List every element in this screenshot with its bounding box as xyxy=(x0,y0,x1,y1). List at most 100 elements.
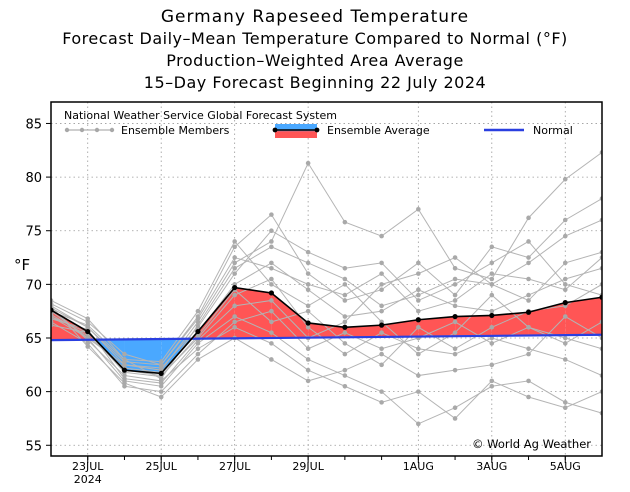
ensemble-member-point xyxy=(526,215,531,221)
ensemble-member-point xyxy=(342,314,348,319)
ensemble-member-point xyxy=(416,351,421,357)
ensemble-member-point xyxy=(342,282,348,287)
ensemble-member-series xyxy=(51,150,602,427)
ensemble-member-point xyxy=(452,416,458,421)
ensemble-average-point xyxy=(562,300,568,306)
ensemble-member-point xyxy=(416,324,421,330)
ensemble-member-point xyxy=(562,282,568,287)
y-tick-label: 85 xyxy=(25,117,42,132)
ensemble-average-line xyxy=(51,286,602,375)
ensemble-member-point xyxy=(85,344,91,349)
ensemble-member-point xyxy=(452,319,458,325)
ensemble-member-point xyxy=(232,314,237,319)
above-normal-fill xyxy=(234,287,272,339)
ensemble-member-point xyxy=(452,282,458,287)
ensemble-member-point xyxy=(379,362,384,368)
ensemble-member-point xyxy=(269,319,274,325)
ensemble-average-point xyxy=(342,324,348,330)
ensemble-member-point xyxy=(452,330,458,335)
ensemble-member-point xyxy=(342,341,348,346)
ensemble-member-point xyxy=(416,206,421,212)
normal-series xyxy=(51,333,602,342)
ensemble-average-point xyxy=(305,320,311,326)
ensemble-member-point xyxy=(269,341,274,346)
ensemble-member-point xyxy=(416,421,421,427)
ensemble-member-point xyxy=(122,380,127,386)
ensemble-member-point xyxy=(342,367,348,373)
ensemble-member-point xyxy=(269,239,274,244)
ensemble-member-point xyxy=(342,298,348,303)
ensemble-member-point xyxy=(526,324,531,330)
ensemble-member-point xyxy=(195,308,201,314)
ensemble-member-point xyxy=(85,341,91,346)
ensemble-member-point xyxy=(342,383,348,389)
ensemble-member-point xyxy=(379,233,384,239)
ensemble-member-point xyxy=(305,357,311,362)
ensemble-average-point xyxy=(232,284,238,291)
ensemble-member-point xyxy=(195,351,201,357)
ensemble-member-point xyxy=(562,217,568,223)
ensemble-average-point xyxy=(415,317,421,323)
ensemble-member-point xyxy=(269,298,274,303)
ensemble-member-point xyxy=(452,367,458,373)
ensemble-member-point xyxy=(489,282,495,287)
ensemble-member-point xyxy=(158,380,164,386)
ensemble-member-point xyxy=(232,271,237,276)
ensemble-member-point xyxy=(489,308,495,314)
ensemble-member-point xyxy=(195,357,201,362)
credit-label: © World Ag Weather xyxy=(472,437,591,451)
ensemble-member-point xyxy=(489,271,495,276)
ensemble-member-point xyxy=(562,405,568,411)
ensemble-average-point xyxy=(158,370,164,376)
ensemble-member-point xyxy=(269,260,274,266)
ensemble-member-point xyxy=(232,255,237,260)
above-normal-fill xyxy=(455,315,492,337)
ensemble-member-point xyxy=(122,383,127,389)
ensemble-member-point xyxy=(452,276,458,282)
ensemble-member-point xyxy=(379,260,384,266)
ensemble-member-point xyxy=(379,271,384,276)
chart-subtitle-1: Forecast Daily–Mean Temperature Compared… xyxy=(62,29,568,48)
ensemble-average-point xyxy=(268,290,274,296)
ensemble-member-point xyxy=(305,282,311,287)
ensemble-member-point xyxy=(379,303,384,309)
ensemble-member-point xyxy=(416,271,421,276)
ensemble-member-point xyxy=(452,405,458,411)
legend-members-label: Ensemble Members xyxy=(121,124,230,137)
ensemble-member-point xyxy=(416,292,421,298)
ensemble-member-point xyxy=(342,351,348,357)
ensemble-member-point xyxy=(452,265,458,271)
ensemble-average-point xyxy=(121,367,128,373)
ensemble-member-point xyxy=(195,324,201,330)
ensemble-member-point xyxy=(379,330,384,335)
ensemble-member-point xyxy=(305,308,311,314)
ensemble-member-point xyxy=(562,176,568,182)
ensemble-member-point xyxy=(195,316,201,321)
ensemble-member-point xyxy=(489,276,495,282)
ensemble-member-point xyxy=(232,265,237,271)
ensemble-member-point xyxy=(232,244,237,250)
ensemble-member-line xyxy=(51,219,602,380)
ensemble-member-point xyxy=(232,303,237,309)
legend-average-label: Ensemble Average xyxy=(327,124,430,137)
ensemble-member-point xyxy=(232,260,237,266)
ensemble-member-point xyxy=(416,373,421,378)
y-axis: 55 60 65 70 75 80 85 xyxy=(25,117,51,454)
ensemble-member-point xyxy=(342,292,348,298)
ensemble-member-point xyxy=(562,341,568,346)
ensemble-member-line xyxy=(51,307,602,420)
x-tick-label: 3AUG xyxy=(476,460,507,473)
ensemble-member-point xyxy=(269,357,274,362)
above-normal-fill xyxy=(565,297,602,336)
ensemble-member-point xyxy=(562,233,568,239)
ensemble-member-point xyxy=(526,276,531,282)
ensemble-member-point xyxy=(269,330,274,335)
ensemble-member-point xyxy=(232,292,237,298)
ensemble-member-point xyxy=(452,346,458,352)
chart-subtitle-2: Production–Weighted Area Average xyxy=(166,51,464,70)
ensemble-member-point xyxy=(158,362,164,368)
ensemble-member-point xyxy=(526,298,531,303)
ensemble-member-point xyxy=(379,287,384,293)
ensemble-member-point xyxy=(269,282,274,287)
above-normal-fill xyxy=(344,325,382,338)
